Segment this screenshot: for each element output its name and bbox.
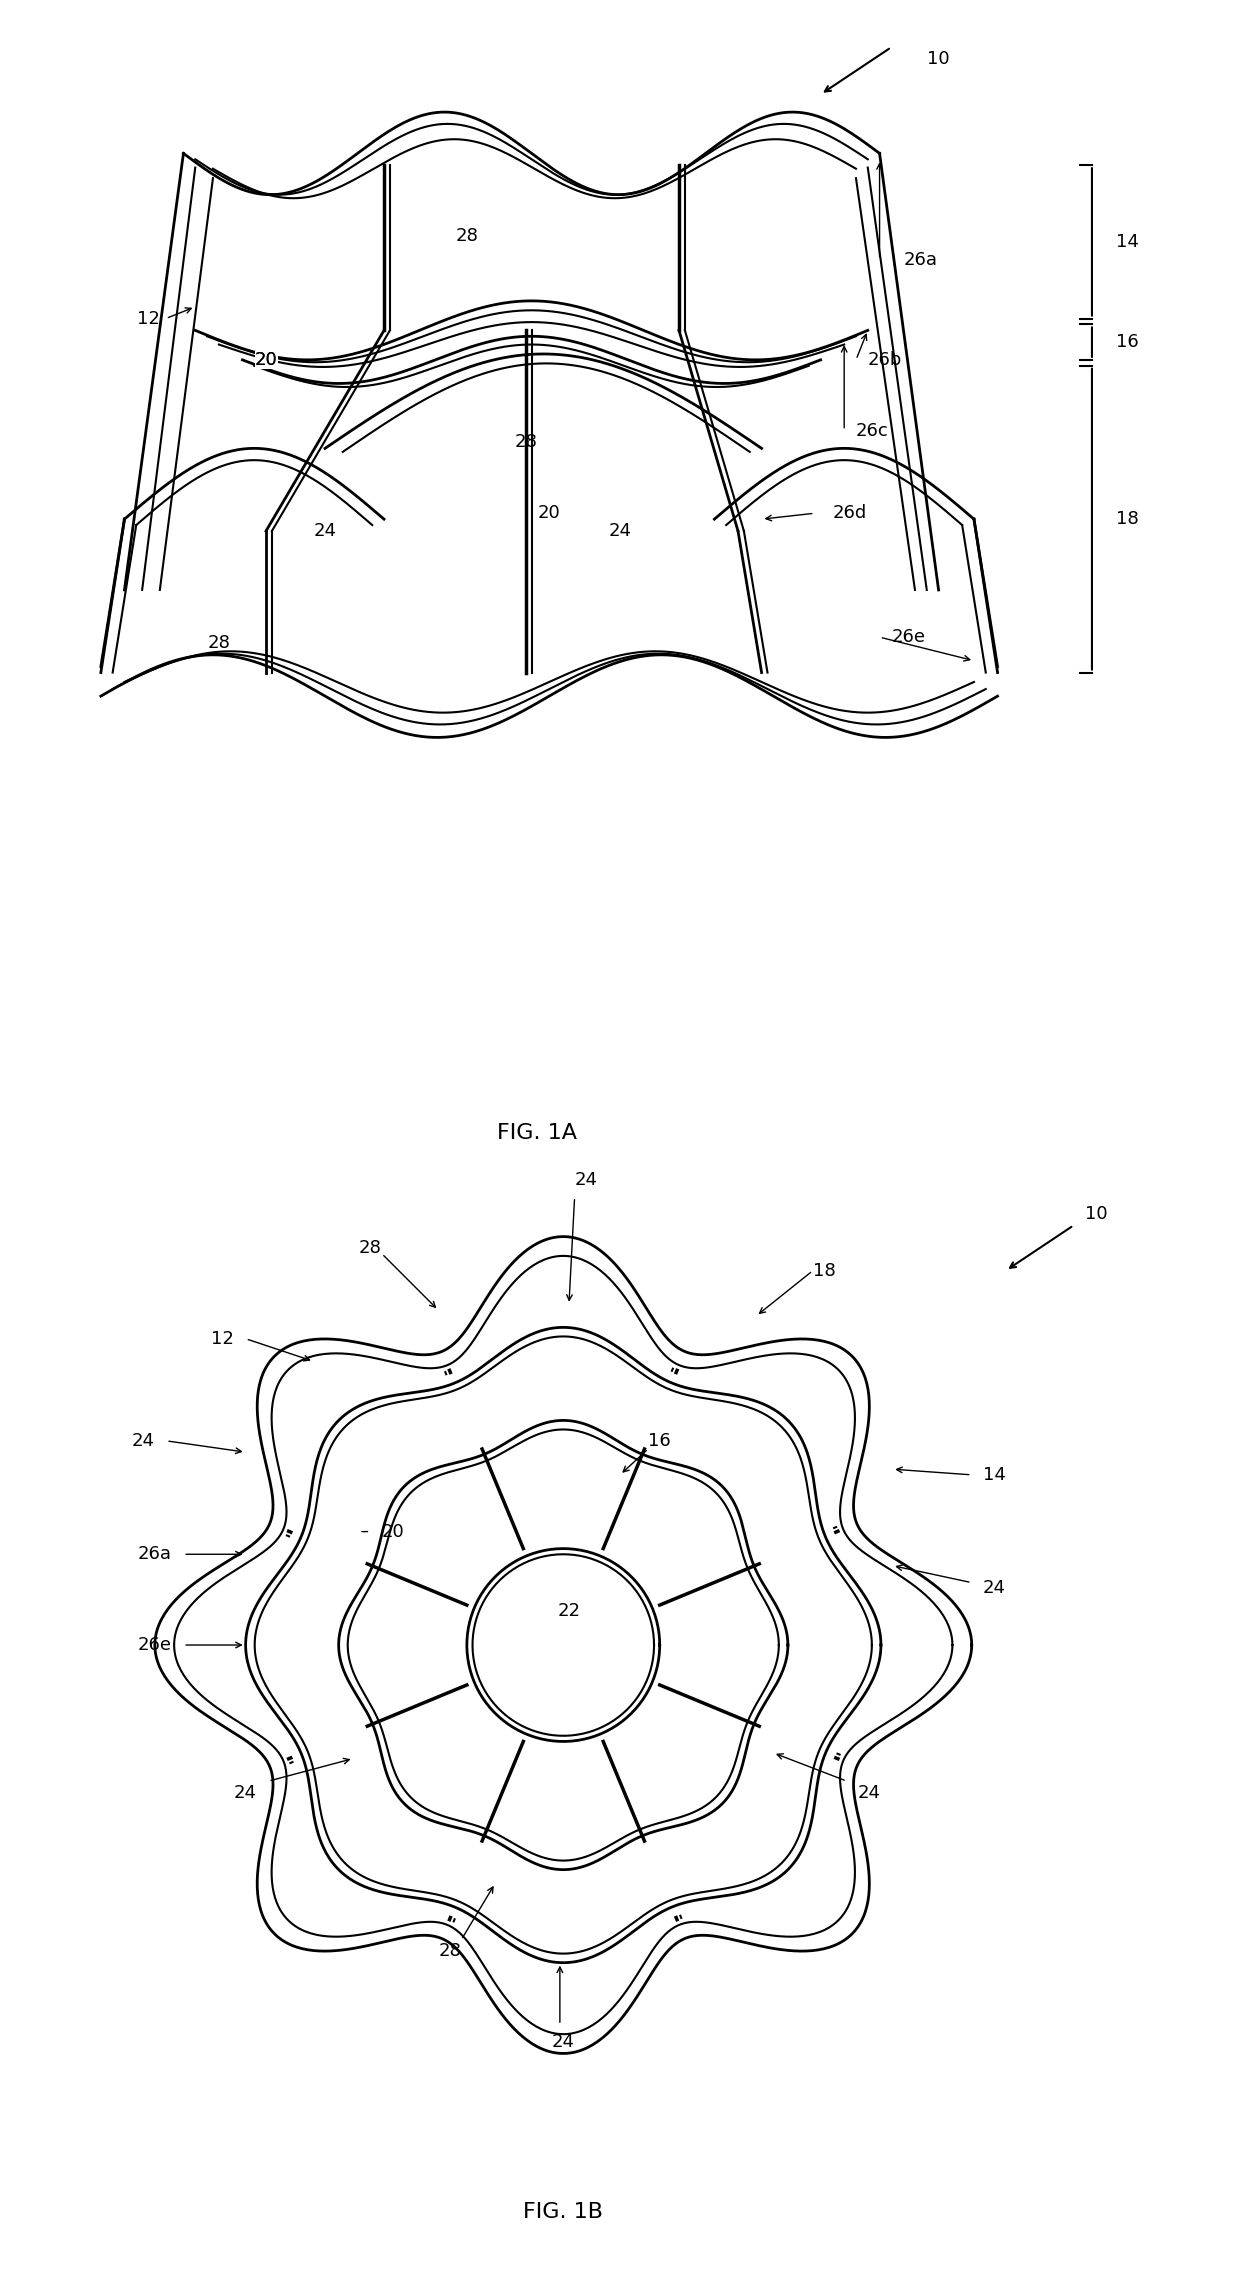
Text: 20: 20 [538, 504, 560, 522]
Text: 28: 28 [515, 433, 537, 452]
Text: 24: 24 [574, 1171, 598, 1189]
Text: 20: 20 [255, 352, 278, 370]
Text: 12: 12 [212, 1330, 234, 1348]
Text: 24: 24 [314, 522, 337, 540]
Text: 16: 16 [649, 1432, 671, 1450]
Text: 24: 24 [552, 2033, 575, 2051]
Text: 10: 10 [1085, 1205, 1107, 1223]
Text: 28: 28 [358, 1239, 382, 1257]
Text: 28: 28 [439, 1942, 461, 1960]
Text: 26a: 26a [903, 250, 937, 268]
Text: 24: 24 [131, 1432, 155, 1450]
Text: 14: 14 [1116, 234, 1138, 252]
Text: 24: 24 [234, 1783, 257, 1802]
Text: 20: 20 [255, 352, 278, 370]
Text: 16: 16 [1116, 334, 1138, 352]
Text: FIG. 1B: FIG. 1B [523, 2203, 604, 2221]
Text: 26d: 26d [832, 504, 867, 522]
Text: 14: 14 [983, 1466, 1006, 1484]
Text: 20: 20 [382, 1522, 404, 1541]
Text: 26e: 26e [138, 1636, 172, 1654]
Text: 18: 18 [813, 1262, 836, 1280]
Text: 26b: 26b [868, 352, 903, 370]
Text: 26a: 26a [138, 1545, 172, 1563]
Text: 28: 28 [207, 633, 231, 651]
Text: FIG. 1A: FIG. 1A [497, 1123, 578, 1144]
Text: 28: 28 [455, 227, 479, 245]
Text: 26c: 26c [856, 422, 889, 440]
Text: 24: 24 [858, 1783, 882, 1802]
Text: 24: 24 [983, 1579, 1006, 1597]
Text: 24: 24 [608, 522, 631, 540]
Text: 12: 12 [136, 309, 160, 327]
Text: 26e: 26e [892, 629, 925, 647]
Text: 18: 18 [1116, 511, 1138, 529]
Text: 10: 10 [926, 50, 950, 68]
Text: 22: 22 [558, 1602, 580, 1620]
